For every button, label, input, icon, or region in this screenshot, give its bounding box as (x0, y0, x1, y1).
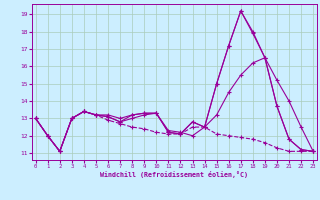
X-axis label: Windchill (Refroidissement éolien,°C): Windchill (Refroidissement éolien,°C) (100, 171, 248, 178)
